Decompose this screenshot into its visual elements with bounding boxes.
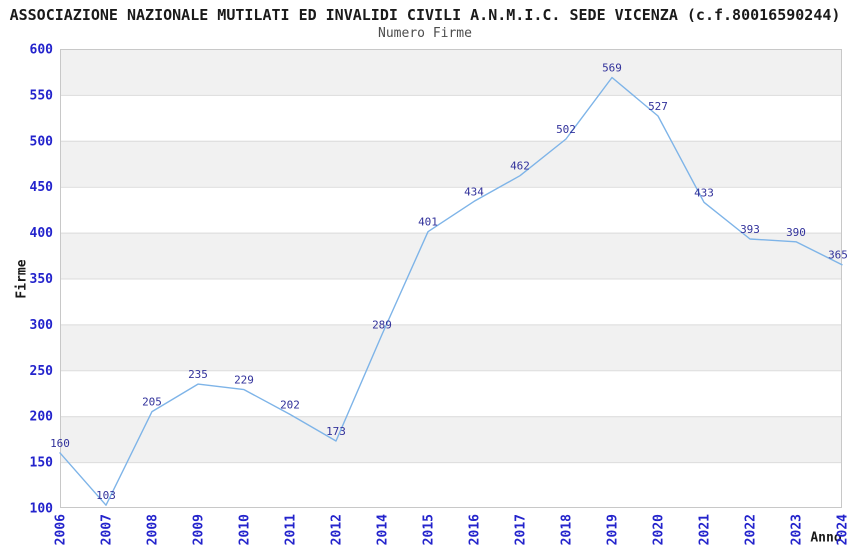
point-label: 173 — [326, 425, 346, 438]
point-label: 393 — [740, 223, 760, 236]
x-tick-label: 2006 — [54, 514, 69, 545]
chart-title: ASSOCIAZIONE NAZIONALE MUTILATI ED INVAL… — [9, 6, 841, 24]
x-tick-label: 2015 — [422, 514, 437, 545]
point-label: 202 — [280, 398, 300, 411]
x-tick-label: 2014 — [376, 514, 391, 545]
point-label: 569 — [602, 61, 622, 74]
y-tick-label: 550 — [30, 88, 54, 103]
point-label: 527 — [648, 100, 668, 113]
x-tick-label: 2008 — [146, 514, 161, 545]
x-tick-label: 2022 — [744, 514, 759, 545]
x-tick-label: 2016 — [468, 514, 483, 545]
x-tick-label: 2020 — [652, 514, 667, 545]
y-tick-label: 500 — [30, 134, 54, 149]
point-label: 433 — [694, 186, 714, 199]
y-tick-label: 350 — [30, 272, 54, 287]
plot-band — [60, 232, 842, 279]
point-label: 160 — [50, 437, 70, 450]
series-line — [59, 76, 843, 506]
point-label: 390 — [786, 226, 806, 239]
x-tick-label: 2012 — [330, 514, 345, 545]
x-tick-label: 2018 — [560, 514, 575, 545]
y-tick-label: 200 — [30, 410, 54, 425]
x-axis-title: Anno — [810, 530, 842, 546]
plot-band — [60, 49, 842, 95]
plot-band — [60, 140, 842, 187]
x-tick-label: 2007 — [100, 514, 115, 545]
point-label: 434 — [464, 185, 484, 198]
point-label: 401 — [418, 216, 438, 229]
point-label: 502 — [556, 123, 576, 136]
y-tick-label: 400 — [30, 226, 54, 241]
x-tick-label: 2011 — [284, 514, 299, 545]
y-tick-label: 450 — [30, 180, 54, 195]
point-label: 205 — [142, 396, 162, 409]
plot-band — [60, 416, 842, 463]
y-tick-label: 300 — [30, 318, 54, 333]
x-tick-label: 2017 — [514, 514, 529, 545]
point-label: 229 — [234, 374, 254, 387]
y-tick-label: 100 — [30, 502, 54, 517]
point-label: 365 — [828, 249, 848, 262]
y-tick-label: 250 — [30, 364, 54, 379]
chart-subtitle: Numero Firme — [378, 26, 472, 41]
plot-border — [60, 49, 842, 508]
x-tick-label: 2010 — [238, 514, 253, 545]
point-label: 289 — [372, 318, 392, 331]
y-tick-label: 150 — [30, 456, 54, 471]
x-tick-label: 2023 — [790, 514, 805, 545]
y-tick-label: 600 — [30, 43, 54, 58]
plot-band — [60, 324, 842, 371]
x-tick-label: 2019 — [606, 514, 621, 545]
x-tick-label: 2009 — [192, 514, 207, 545]
x-tick-label: 2021 — [698, 514, 713, 545]
point-label: 235 — [188, 368, 208, 381]
x-tick-label: 2024 — [836, 514, 850, 545]
point-label: 103 — [96, 489, 116, 502]
point-label: 462 — [510, 160, 530, 173]
